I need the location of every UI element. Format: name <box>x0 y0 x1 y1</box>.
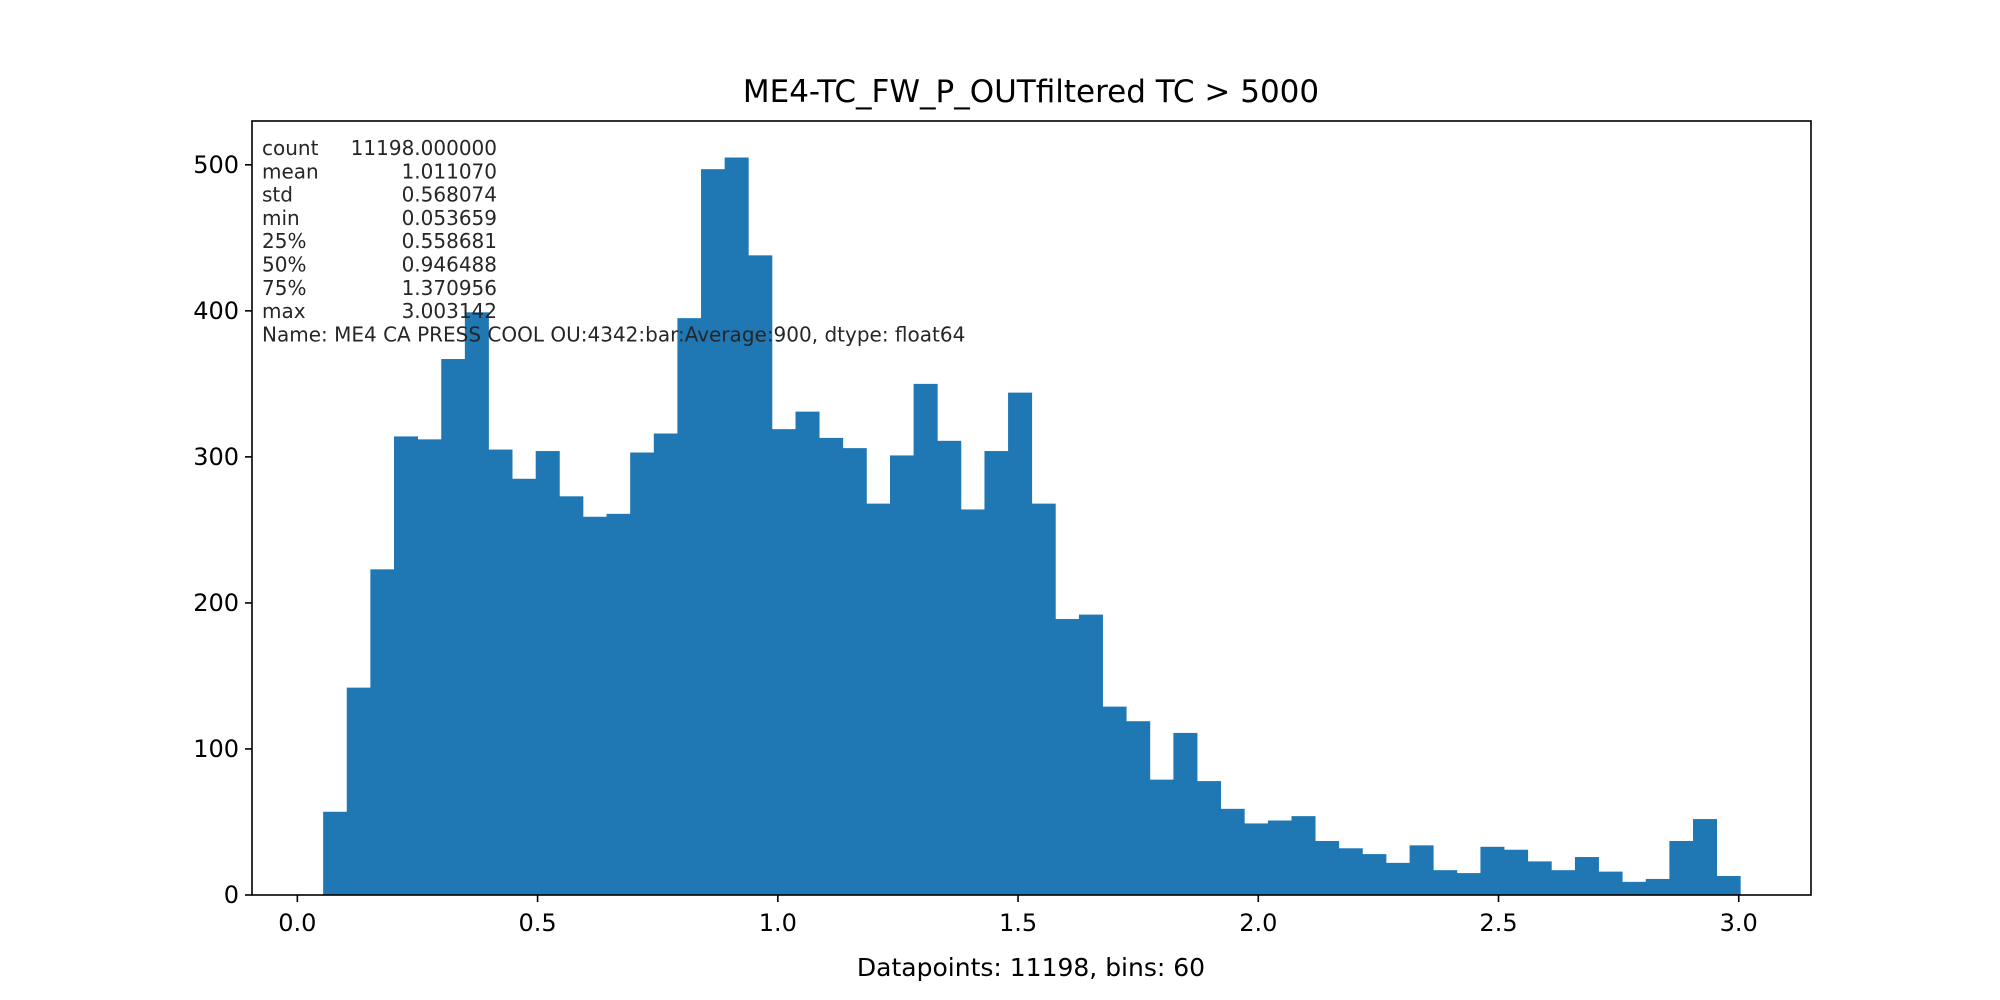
stat-key: count <box>262 136 319 160</box>
histogram-bar <box>724 157 749 895</box>
histogram-bar <box>748 255 773 896</box>
histogram-bar <box>346 687 371 895</box>
histogram-bar <box>606 513 631 895</box>
y-tick-label: 300 <box>193 443 239 471</box>
y-tick-label: 400 <box>193 297 239 325</box>
x-axis-label: Datapoints: 11198, bins: 60 <box>857 953 1205 982</box>
histogram-bars <box>323 157 1741 896</box>
stat-value: 3.003142 <box>402 299 497 323</box>
histogram-bar <box>1693 819 1718 895</box>
histogram-bar <box>677 318 702 895</box>
histogram-bar <box>370 569 395 895</box>
x-axis-ticks: 0.0 0.5 1.0 1.5 2.0 2.5 3.0 <box>278 895 1758 937</box>
histogram-bar <box>393 436 419 895</box>
stat-key: 75% <box>262 276 306 300</box>
histogram-bar <box>1220 808 1245 895</box>
histogram-bar <box>1149 779 1174 895</box>
histogram-bar <box>1480 846 1505 895</box>
stat-value: 0.568074 <box>402 183 497 207</box>
histogram-bar <box>464 312 489 895</box>
histogram-bar <box>1055 618 1080 895</box>
histogram-bar <box>1527 861 1552 895</box>
histogram-bar <box>1244 823 1269 895</box>
histogram-bar <box>630 452 655 895</box>
histogram-bar <box>1551 870 1576 895</box>
histogram-bar <box>559 496 584 895</box>
histogram-bar <box>795 411 820 895</box>
x-tick-label: 2.5 <box>1479 909 1517 937</box>
stat-value: 0.558681 <box>402 229 497 253</box>
histogram-bar <box>1338 848 1363 895</box>
x-tick-label: 1.0 <box>759 909 797 937</box>
stat-series-name: Name: ME4 CA PRESS COOL OU:4342:bar:Aver… <box>262 322 965 346</box>
histogram-bar <box>1409 845 1434 895</box>
stat-value: 11198.000000 <box>351 136 497 160</box>
histogram-bar <box>1102 706 1127 895</box>
histogram-bar <box>535 451 560 895</box>
stat-key: mean <box>262 159 319 183</box>
histogram-bar <box>1173 732 1198 895</box>
stat-key: std <box>262 183 293 207</box>
histogram-bar <box>937 440 962 895</box>
histogram-bar <box>488 449 513 895</box>
histogram-bar <box>1622 881 1647 895</box>
summary-statistics-annotation: count 11198.000000 mean 1.011070 std 0.568074… <box>262 136 965 346</box>
histogram-bar <box>1197 781 1222 895</box>
histogram-bar <box>653 433 678 895</box>
stat-value: 1.011070 <box>402 159 497 183</box>
histogram-bar <box>323 811 348 895</box>
histogram-bar <box>1078 614 1103 895</box>
histogram-bar <box>960 509 985 895</box>
stat-key: 25% <box>262 229 306 253</box>
histogram-bar <box>1031 503 1056 895</box>
chart-title: ME4-TC_FW_P_OUTfiltered TC > 5000 <box>743 74 1319 110</box>
histogram-bar <box>512 478 537 895</box>
histogram-bar <box>1598 871 1623 895</box>
y-tick-label: 0 <box>224 881 239 909</box>
stat-key: 50% <box>262 253 306 277</box>
x-tick-label: 1.5 <box>999 909 1037 937</box>
histogram-bar <box>1716 876 1741 895</box>
histogram-bar <box>1008 392 1033 895</box>
histogram-bar <box>417 439 442 895</box>
histogram-bar <box>1433 870 1458 895</box>
histogram-bar <box>441 359 466 895</box>
histogram-bar <box>701 169 726 895</box>
histogram-bar <box>1126 721 1151 895</box>
histogram-bar <box>866 503 891 895</box>
histogram-bar <box>1315 840 1340 895</box>
stat-value: 0.053659 <box>402 206 497 230</box>
y-tick-label: 200 <box>193 589 239 617</box>
y-axis-ticks: 0 100 200 300 400 500 <box>193 151 252 909</box>
y-tick-label: 500 <box>193 151 239 179</box>
histogram-bar <box>1362 854 1387 895</box>
histogram-bar <box>1291 816 1316 895</box>
plot-area-frame <box>251 120 1812 896</box>
histogram-bar <box>771 429 796 895</box>
histogram-bar <box>984 451 1009 895</box>
x-tick-label: 2.0 <box>1239 909 1277 937</box>
histogram-bar <box>913 383 938 895</box>
x-tick-label: 0.0 <box>278 909 316 937</box>
histogram-bar <box>1385 862 1410 895</box>
x-tick-label: 0.5 <box>519 909 557 937</box>
histogram-bar <box>819 437 844 895</box>
stat-key: min <box>262 206 300 230</box>
y-tick-label: 100 <box>193 735 239 763</box>
histogram-bar <box>1456 873 1481 895</box>
stat-value: 1.370956 <box>402 276 497 300</box>
histogram-bar <box>842 448 867 895</box>
stat-key: max <box>262 299 306 323</box>
histogram-bar <box>1645 878 1670 895</box>
histogram-bar <box>1267 820 1292 895</box>
histogram-bar <box>1669 840 1694 895</box>
histogram-bar <box>1574 857 1599 895</box>
histogram-bar <box>1504 849 1529 895</box>
histogram-bar <box>582 516 607 895</box>
histogram-bar <box>889 455 914 895</box>
stat-value: 0.946488 <box>402 253 497 277</box>
x-tick-label: 3.0 <box>1720 909 1758 937</box>
